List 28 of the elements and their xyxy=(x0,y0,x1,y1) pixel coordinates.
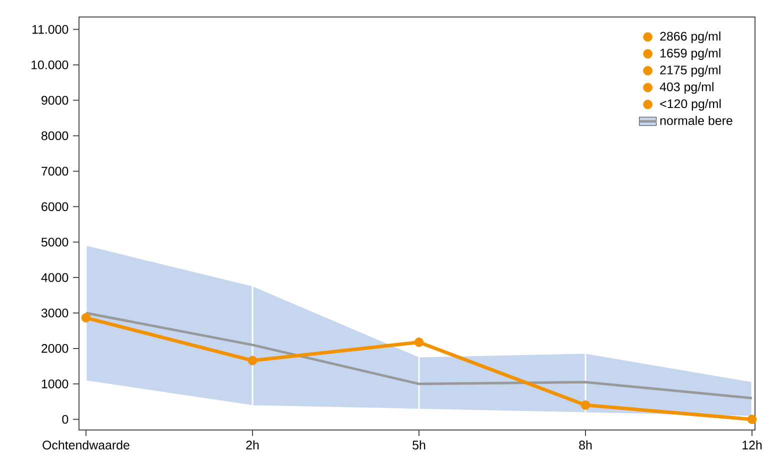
x-tick-label: 12h xyxy=(742,440,762,450)
y-tick-label: 4000 xyxy=(41,273,68,282)
y-tick-label: 2000 xyxy=(42,344,68,354)
legend-label: 403 pg/ml xyxy=(660,82,714,94)
y-tick-label: 3000 xyxy=(41,308,68,318)
y-tick-label: 0 xyxy=(62,415,68,424)
legend-label: normale bere xyxy=(660,116,732,126)
x-tick-label: 2h xyxy=(246,440,259,450)
point xyxy=(580,400,590,410)
y-tick-label: 6000 xyxy=(42,202,68,212)
point xyxy=(248,356,258,366)
y-tick-label: 1000 xyxy=(42,380,68,388)
legend-label: 1659 pg/ml xyxy=(660,48,720,60)
y-tick-label: 7000 xyxy=(42,166,68,176)
x-tick-label: 8h xyxy=(579,440,592,450)
legend-label: 2175 pg/ml xyxy=(660,65,720,78)
point xyxy=(414,338,424,348)
point xyxy=(747,414,757,424)
y-tick-label: 5000 xyxy=(41,238,68,247)
point xyxy=(81,313,91,323)
x-tick-label: Ochtendwaarde xyxy=(42,440,130,450)
legend-label: <120 pg/ml xyxy=(660,99,721,111)
y-tick-label: 10.000 xyxy=(32,60,68,70)
y-tick-label: 8000 xyxy=(42,132,68,140)
x-tick-label: 5h xyxy=(412,440,426,450)
y-tick-label: 9000 xyxy=(42,96,68,105)
y-tick-label: 11.000 xyxy=(32,25,68,34)
legend-label: 2866 pg/ml xyxy=(660,32,720,44)
